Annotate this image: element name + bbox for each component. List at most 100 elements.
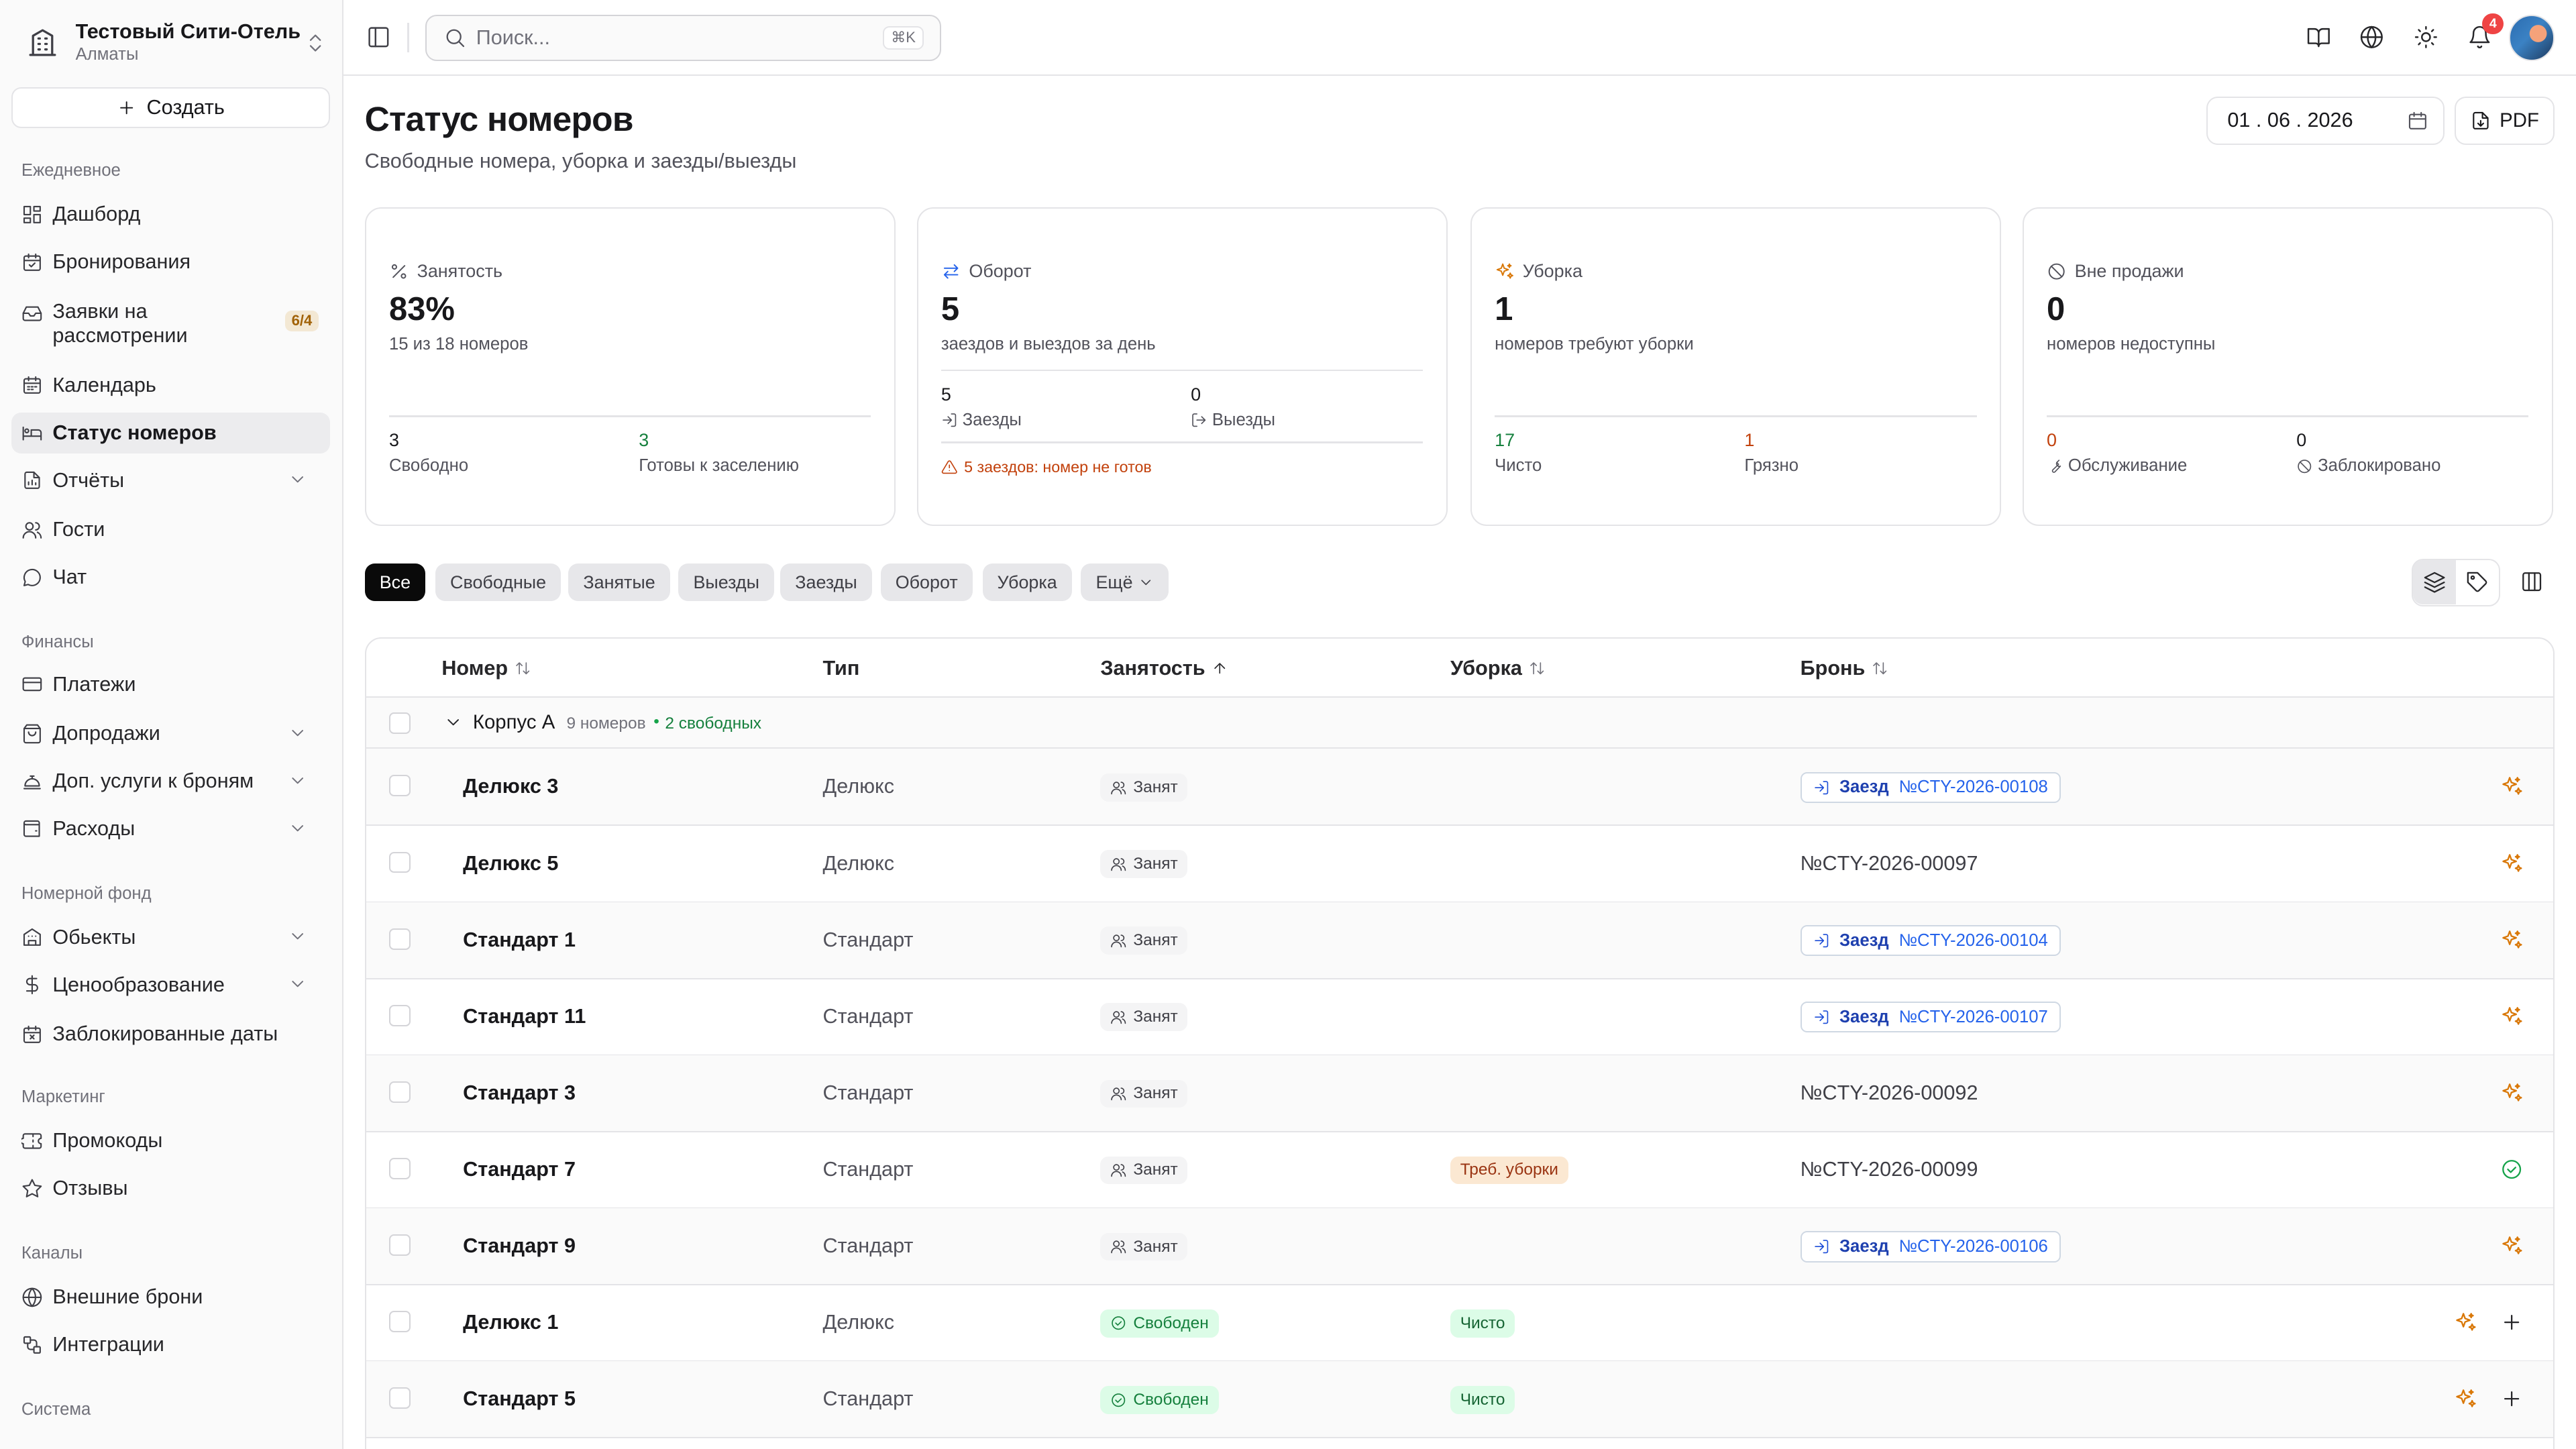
sidebar-item-payments[interactable]: Платежи bbox=[11, 663, 330, 704]
table-row[interactable]: Стандарт 5 Стандарт Свободен Чисто bbox=[366, 1361, 2554, 1439]
table-row[interactable]: Делюкс 5 Делюкс Занят №CTY-2026-00097 bbox=[366, 825, 2554, 903]
sidebar-item-calendar[interactable]: Календарь bbox=[11, 365, 330, 406]
sidebar-item-reviews[interactable]: Отзывы bbox=[11, 1168, 330, 1209]
room-name[interactable]: Стандарт 9 bbox=[463, 1234, 576, 1258]
filter-more[interactable]: Ещё bbox=[1081, 564, 1169, 602]
filter-occupied[interactable]: Занятые bbox=[568, 564, 670, 602]
sparkles-icon[interactable] bbox=[2500, 1005, 2523, 1028]
row-checkbox[interactable] bbox=[388, 775, 411, 797]
checkin-booking-link[interactable]: Заезд №CTY-2026-00106 bbox=[1800, 1231, 2061, 1263]
sun-icon[interactable] bbox=[2414, 25, 2440, 51]
pdf-export-button[interactable]: PDF bbox=[2454, 97, 2555, 145]
plus-icon[interactable] bbox=[2500, 1387, 2523, 1410]
sidebar-item-dashboard[interactable]: Дашборд bbox=[11, 194, 330, 235]
sidebar-item-blocked-dates[interactable]: Заблокированные даты bbox=[11, 1014, 330, 1055]
date-picker[interactable]: 01 . 06 . 2026 bbox=[2206, 97, 2445, 145]
sparkles-icon[interactable] bbox=[2454, 1387, 2477, 1410]
checkin-booking-link[interactable]: Заезд №CTY-2026-00104 bbox=[1800, 924, 2061, 957]
row-checkbox[interactable] bbox=[388, 712, 411, 735]
sidebar-item-external-bookings[interactable]: Внешние брони bbox=[11, 1277, 330, 1318]
table-row[interactable]: Стандарт 11 Стандарт Занят Заезд №CTY-2026-0… bbox=[366, 979, 2554, 1056]
room-name[interactable]: Стандарт 5 bbox=[463, 1387, 576, 1411]
row-checkbox[interactable] bbox=[388, 1234, 411, 1256]
sidebar-item-upsells[interactable]: Допродажи bbox=[11, 713, 330, 754]
filter-all[interactable]: Все bbox=[364, 564, 426, 602]
row-checkbox[interactable] bbox=[388, 1081, 411, 1103]
booking-number[interactable]: №CTY-2026-00092 bbox=[1800, 1081, 1978, 1104]
col-type[interactable]: Тип bbox=[822, 657, 859, 680]
room-name[interactable]: Стандарт 3 bbox=[463, 1081, 576, 1104]
sidebar-item-extra-services[interactable]: Доп. услуги к броням bbox=[11, 761, 330, 802]
avatar[interactable] bbox=[2508, 15, 2555, 61]
occupancy-desc: 15 из 18 номеров bbox=[388, 335, 529, 354]
sidebar-item-guests[interactable]: Гости bbox=[11, 509, 330, 550]
col-booking[interactable]: Бронь bbox=[1801, 657, 1888, 680]
layers-icon[interactable] bbox=[2413, 559, 2457, 604]
checkin-booking-link[interactable]: Заезд №CTY-2026-00107 bbox=[1800, 1001, 2061, 1033]
table-row[interactable]: Стандарт 3 Стандарт Занят №CTY-2026-00092 bbox=[366, 1055, 2554, 1132]
room-name[interactable]: Стандарт 1 bbox=[463, 928, 576, 951]
row-checkbox[interactable] bbox=[388, 851, 411, 873]
sparkles-icon[interactable] bbox=[2500, 1234, 2523, 1257]
table-row[interactable]: Делюкс 1 Делюкс Свободен Чисто bbox=[366, 1285, 2554, 1362]
room-name[interactable]: Делюкс 3 bbox=[463, 775, 559, 798]
booking-number[interactable]: №CTY-2026-00097 bbox=[1800, 851, 1978, 875]
row-checkbox[interactable] bbox=[388, 1158, 411, 1179]
room-name[interactable]: Делюкс 1 bbox=[463, 1311, 559, 1334]
table-row[interactable]: Стандарт 9 Стандарт Занят Заезд №CTY-2026-00… bbox=[366, 1208, 2554, 1286]
table-row[interactable]: Стандарт 7 Стандарт Занят Треб. уборки №CTY-… bbox=[366, 1132, 2554, 1209]
columns-icon[interactable] bbox=[2520, 570, 2545, 595]
filter-cleaning[interactable]: Уборка bbox=[982, 564, 1072, 602]
row-checkbox[interactable] bbox=[388, 1004, 411, 1026]
sidebar-item-requests[interactable]: Заявки на рассмотрении 6/4 bbox=[11, 296, 330, 348]
sidebar-item-expenses[interactable]: Расходы bbox=[11, 808, 330, 849]
sidebar-item-integrations[interactable]: Интеграции bbox=[11, 1324, 330, 1365]
booking-number[interactable]: №CTY-2026-00099 bbox=[1800, 1158, 1978, 1181]
sidebar-item-bookings[interactable]: Бронирования bbox=[11, 241, 330, 282]
create-button[interactable]: Создать bbox=[11, 87, 331, 129]
sparkles-icon[interactable] bbox=[2500, 1081, 2523, 1104]
ready-count: 3 bbox=[639, 430, 649, 451]
row-checkbox[interactable] bbox=[388, 928, 411, 950]
col-occupancy[interactable]: Занятость bbox=[1100, 657, 1228, 680]
room-name[interactable]: Стандарт 7 bbox=[463, 1158, 576, 1181]
col-cleaning[interactable]: Уборка bbox=[1450, 657, 1545, 680]
row-checkbox[interactable] bbox=[388, 1311, 411, 1333]
section-marketing: Маркетинг bbox=[21, 1087, 105, 1107]
sparkles-icon[interactable] bbox=[2500, 928, 2523, 951]
bell-icon[interactable] bbox=[2467, 25, 2493, 51]
turnover-desc: заездов и выездов за день bbox=[941, 335, 1156, 354]
sidebar-item-reports[interactable]: Отчёты bbox=[11, 460, 330, 501]
sidebar-item-pricing[interactable]: Ценообразование bbox=[11, 965, 330, 1006]
book-open-icon[interactable] bbox=[2306, 25, 2332, 51]
org-switcher[interactable]: Тестовый Сити-Отель Алматы bbox=[13, 13, 331, 72]
search-input[interactable]: Поиск... ⌘K bbox=[425, 15, 942, 61]
inbox-icon bbox=[22, 306, 42, 321]
globe-icon[interactable] bbox=[2359, 25, 2385, 51]
sparkles-icon[interactable] bbox=[2500, 775, 2523, 798]
tag-icon[interactable] bbox=[2456, 560, 2499, 604]
sidebar-toggle-icon[interactable] bbox=[366, 25, 391, 50]
sidebar-item-room-status[interactable]: Статус номеров bbox=[11, 412, 331, 453]
row-checkbox[interactable] bbox=[388, 1387, 411, 1409]
check-circle-icon[interactable] bbox=[2500, 1158, 2523, 1181]
table-row[interactable]: Стандарт 1 Стандарт Занят Заезд №CTY-2026-00… bbox=[366, 902, 2554, 979]
chevron-down-icon[interactable] bbox=[443, 712, 463, 732]
filter-free[interactable]: Свободные bbox=[435, 564, 561, 602]
filter-checkins[interactable]: Заезды bbox=[780, 564, 872, 602]
plus-icon[interactable] bbox=[2500, 1311, 2523, 1334]
sparkles-icon[interactable] bbox=[2500, 852, 2523, 875]
room-name[interactable]: Стандарт 11 bbox=[463, 1004, 586, 1028]
sidebar-item-promos[interactable]: Промокоды bbox=[11, 1120, 330, 1161]
sidebar-item-chat[interactable]: Чат bbox=[11, 557, 330, 598]
filter-turnover[interactable]: Оборот bbox=[880, 564, 973, 602]
col-number[interactable]: Номер bbox=[441, 657, 531, 680]
filter-checkouts[interactable]: Выезды bbox=[678, 564, 774, 602]
checkin-booking-link[interactable]: Заезд №CTY-2026-00108 bbox=[1800, 771, 2061, 804]
table-row[interactable]: Делюкс 3 Делюкс Занят Заезд №CTY-2026-00108 bbox=[366, 749, 2554, 826]
offsale-card: Вне продажи 0 номеров недоступны 0 Обслу… bbox=[2022, 207, 2553, 526]
group-row[interactable]: Корпус А 9 номеров • 2 свободных bbox=[366, 698, 2554, 749]
room-name[interactable]: Делюкс 5 bbox=[463, 851, 559, 875]
sidebar-item-properties[interactable]: Обьекты bbox=[11, 917, 330, 958]
sparkles-icon[interactable] bbox=[2454, 1311, 2477, 1334]
